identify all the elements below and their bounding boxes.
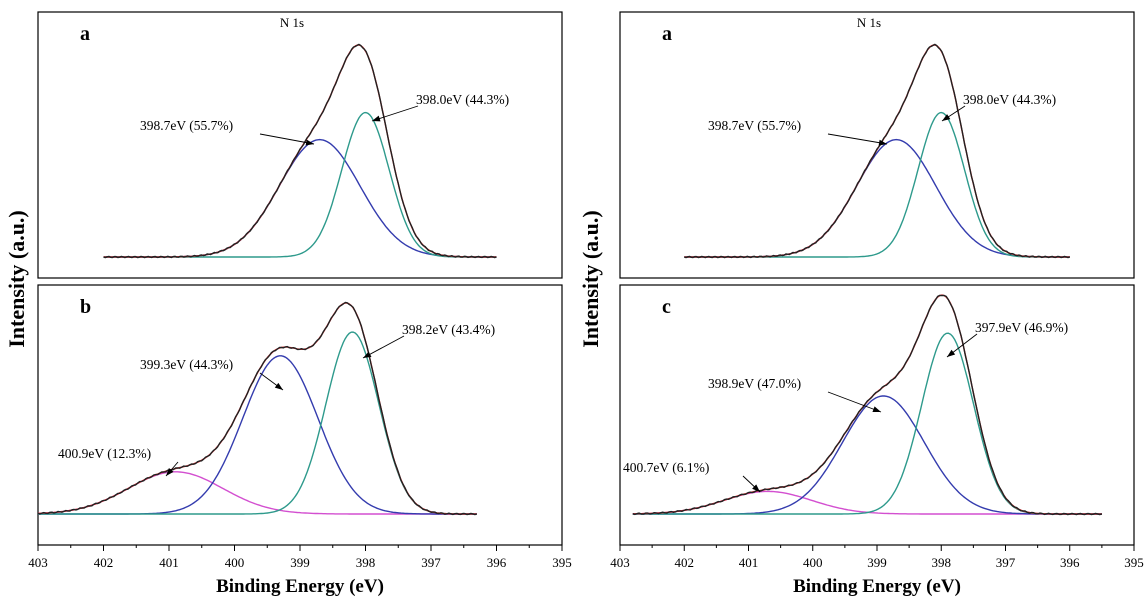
x-tick-label-left-b-0: 403	[28, 555, 48, 570]
x-tick-label-right-c-2: 401	[739, 555, 759, 570]
x-tick-label-right-c-1: 402	[675, 555, 695, 570]
component-peak-left-b-0	[37, 471, 477, 515]
x-tick-label-right-c-4: 399	[867, 555, 887, 570]
peak-arrow-head-left-a-0	[305, 139, 314, 146]
measured-spectrum-right-c	[632, 294, 1103, 516]
component-peak-left-b-2	[38, 331, 477, 515]
x-axis-label-left: Binding Energy (eV)	[216, 576, 384, 597]
peak-arrow-head-right-a-1	[942, 114, 951, 121]
peak-label-left-a-1: 398.0eV (44.3%)	[416, 92, 509, 107]
x-tick-label-right-c-6: 397	[996, 555, 1016, 570]
x-tick-label-right-c-0: 403	[610, 555, 630, 570]
component-peak-left-a-0	[103, 138, 497, 258]
peak-label-left-b-1: 399.3eV (44.3%)	[140, 357, 233, 372]
measured-spectrum-left-a	[103, 43, 497, 259]
measured-spectrum-right-a	[684, 43, 1071, 259]
y-axis-label-right: Intensity (a.u.)	[578, 210, 603, 348]
panel-frame-right-a	[619, 11, 1135, 279]
measured-spectrum-left-b	[37, 301, 478, 516]
peak-arrow-line-right-c-1	[827, 391, 882, 413]
x-tick-label-left-b-5: 398	[356, 555, 376, 570]
peak-label-right-c-1: 398.9eV (47.0%)	[708, 376, 801, 391]
peak-label-left-b-0: 400.9eV (12.3%)	[58, 446, 151, 461]
x-tick-label-left-b-3: 400	[225, 555, 245, 570]
peak-label-left-b-2: 398.2eV (43.4%)	[402, 322, 495, 337]
x-tick-label-left-b-6: 397	[421, 555, 441, 570]
x-tick-label-left-b-4: 399	[290, 555, 310, 570]
panel-letter-left-b: b	[80, 296, 91, 318]
component-peak-right-c-0	[632, 490, 1102, 515]
envelope-fit-right-a	[684, 44, 1070, 258]
panel-letter-right-a: a	[662, 23, 672, 45]
panel-title-left-a: N 1s	[280, 15, 304, 30]
peak-label-right-c-0: 400.7eV (6.1%)	[623, 460, 709, 475]
component-peak-right-a-1	[684, 111, 1070, 258]
peak-label-left-a-0: 398.7eV (55.7%)	[140, 118, 233, 133]
x-axis-label-right: Binding Energy (eV)	[793, 576, 961, 597]
x-tick-label-right-c-8: 395	[1124, 555, 1144, 570]
y-axis-label-left: Intensity (a.u.)	[4, 210, 29, 348]
peak-arrow-line-right-a-0	[827, 133, 888, 145]
panel-frame-left-a	[37, 11, 563, 279]
component-peak-right-c-2	[632, 332, 1102, 515]
x-tick-label-left-b-7: 396	[487, 555, 507, 570]
x-tick-label-right-c-5: 398	[932, 555, 952, 570]
peak-arrow-head-left-b-2	[363, 351, 372, 358]
peak-arrow-head-right-c-0	[752, 484, 760, 492]
peak-arrow-line-left-a-0	[259, 133, 315, 145]
peak-arrow-head-left-a-1	[372, 115, 381, 122]
component-peak-left-b-1	[38, 355, 477, 515]
x-tick-label-right-c-3: 400	[803, 555, 823, 570]
x-tick-label-left-b-1: 402	[94, 555, 114, 570]
peak-label-right-a-1: 398.0eV (44.3%)	[963, 92, 1056, 107]
peak-arrow-line-left-a-1	[371, 105, 419, 122]
component-peak-right-c-1	[632, 395, 1102, 515]
peak-arrow-head-left-b-0	[166, 467, 174, 476]
peak-arrow-head-left-b-1	[274, 382, 283, 390]
x-tick-label-right-c-7: 396	[1060, 555, 1080, 570]
envelope-fit-left-a	[103, 44, 497, 258]
panel-letter-right-c: c	[662, 296, 671, 318]
x-tick-label-left-b-8: 395	[552, 555, 572, 570]
peak-arrow-head-right-c-2	[947, 349, 956, 357]
component-peak-right-a-0	[684, 138, 1070, 258]
peak-label-right-c-2: 397.9eV (46.9%)	[975, 320, 1068, 335]
peak-arrow-head-right-c-1	[872, 406, 881, 412]
x-tick-label-left-b-2: 401	[159, 555, 179, 570]
panel-title-right-a: N 1s	[857, 15, 881, 30]
panel-letter-left-a: a	[80, 23, 90, 45]
peak-label-right-a-0: 398.7eV (55.7%)	[708, 118, 801, 133]
peak-arrow-head-right-a-0	[878, 139, 887, 146]
component-peak-left-a-1	[103, 111, 497, 258]
